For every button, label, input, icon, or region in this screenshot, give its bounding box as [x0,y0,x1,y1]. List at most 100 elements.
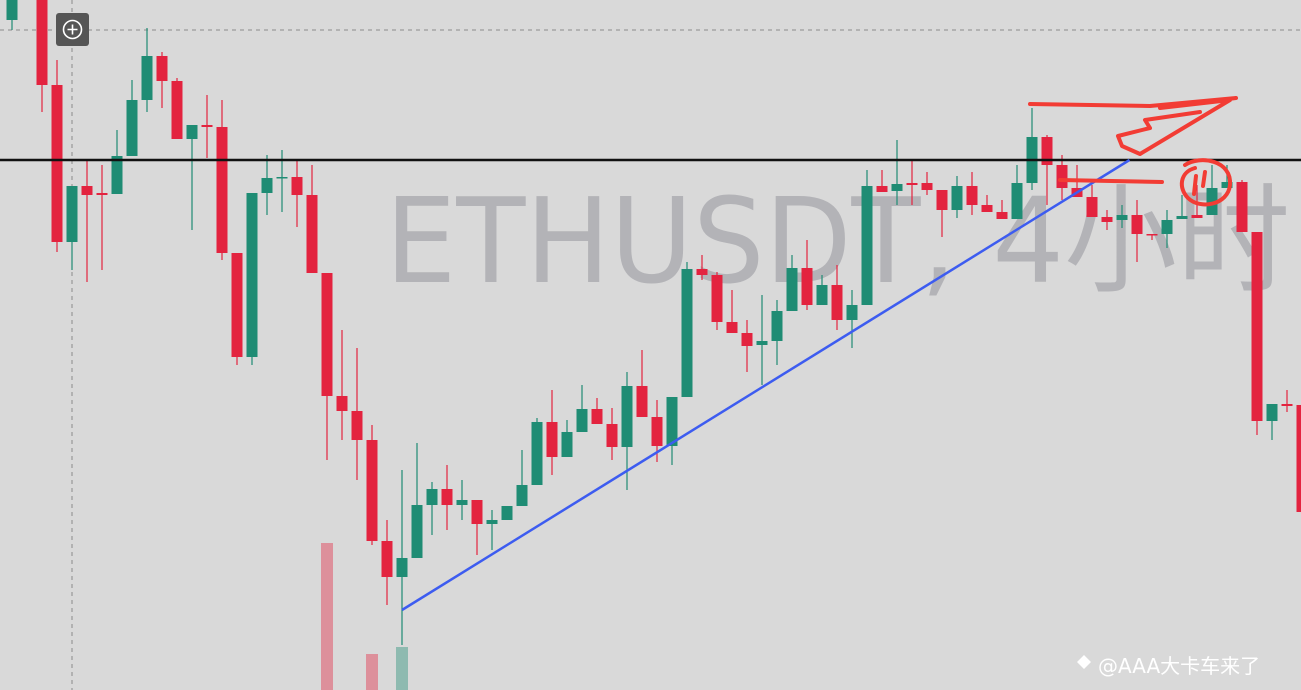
candle-body [411,505,423,558]
candle-body [816,285,828,305]
candle-body [171,81,183,139]
candle-body [366,440,378,541]
candle-body [1041,137,1053,165]
candle-body [576,409,588,432]
candle-body [81,186,93,195]
footer-text: @AAA大卡车来了 [1098,654,1260,678]
candle-body [441,489,453,505]
candle-body [1176,216,1188,219]
footer-logo [1077,655,1091,669]
logo-icon [1077,655,1091,669]
candle-body [1101,217,1113,222]
candle-body [156,56,168,81]
volume-bar [396,647,408,690]
candle-body [951,186,963,210]
volume-bar [366,654,378,690]
candle-body [201,125,213,127]
zoom-icon [62,19,83,40]
candle-body [1116,215,1128,220]
candle-body [1086,197,1098,217]
candle-body [1191,215,1203,218]
candle-body [351,411,363,440]
candle-body [261,178,273,193]
volume-bar [321,543,333,690]
candle-body [876,186,888,192]
candle-body [621,386,633,447]
candle-body [681,269,693,397]
candle-body [291,177,303,195]
candle-body [321,273,333,396]
candle-body [861,186,873,305]
underline [1058,178,1164,184]
candle-body [591,409,603,424]
candle-body [1146,234,1158,236]
candle-body [456,500,468,505]
candle-body [966,186,978,205]
candle-body [996,212,1008,219]
candle-body [696,269,708,275]
candle-body [486,520,498,524]
circle-marks [1192,170,1207,196]
candle-body [831,285,843,320]
candle-body [531,422,543,485]
annotation-drawing [1028,96,1238,207]
candle-body [231,253,243,357]
candle-body [471,500,483,524]
candle-body [666,397,678,446]
candle-body [936,190,948,210]
candle-body [906,183,918,185]
candle-body [96,193,108,195]
candle-body [921,183,933,190]
candle-body [1161,220,1173,234]
candle-body [846,305,858,320]
candle-body [1206,188,1218,215]
candle-body [606,424,618,447]
candle-body [1131,215,1143,234]
candle-body [126,100,138,156]
zoom-icon-plus [67,24,78,35]
candle-body [1266,404,1278,421]
candle-body [711,275,723,322]
candle-body [186,125,198,139]
candle-body [1056,165,1068,188]
candle-body [801,268,813,305]
candle-body [6,0,18,20]
candle-body [771,311,783,341]
candle-body [51,85,63,242]
candle-body [741,333,753,346]
candle-body [501,506,513,520]
candle-body [651,417,663,446]
candle-body [396,558,408,577]
candle-body [1221,182,1233,188]
candle-body [36,0,48,85]
candle-body [1281,404,1293,406]
candle-body [756,341,768,345]
trend-line [401,158,1131,612]
candle-body [516,485,528,506]
candle-body [726,322,738,333]
circle [1179,158,1233,207]
candle-body [786,268,798,311]
candle-body [141,56,153,100]
candle-body [1296,405,1301,512]
candle-body [336,396,348,411]
candle-body [66,186,78,242]
candle-body [1236,182,1248,232]
candle-body [546,422,558,457]
candle-body [426,489,438,505]
zoom-button[interactable] [56,13,89,46]
candle-body [246,193,258,357]
candle-body [561,432,573,457]
candle-body [1011,183,1023,219]
candle-body [891,184,903,191]
candle-body [1251,232,1263,421]
candle-body [111,156,123,194]
candle-body [276,177,288,179]
candle-body [381,541,393,577]
candle-body [216,127,228,253]
candle-body [981,205,993,212]
